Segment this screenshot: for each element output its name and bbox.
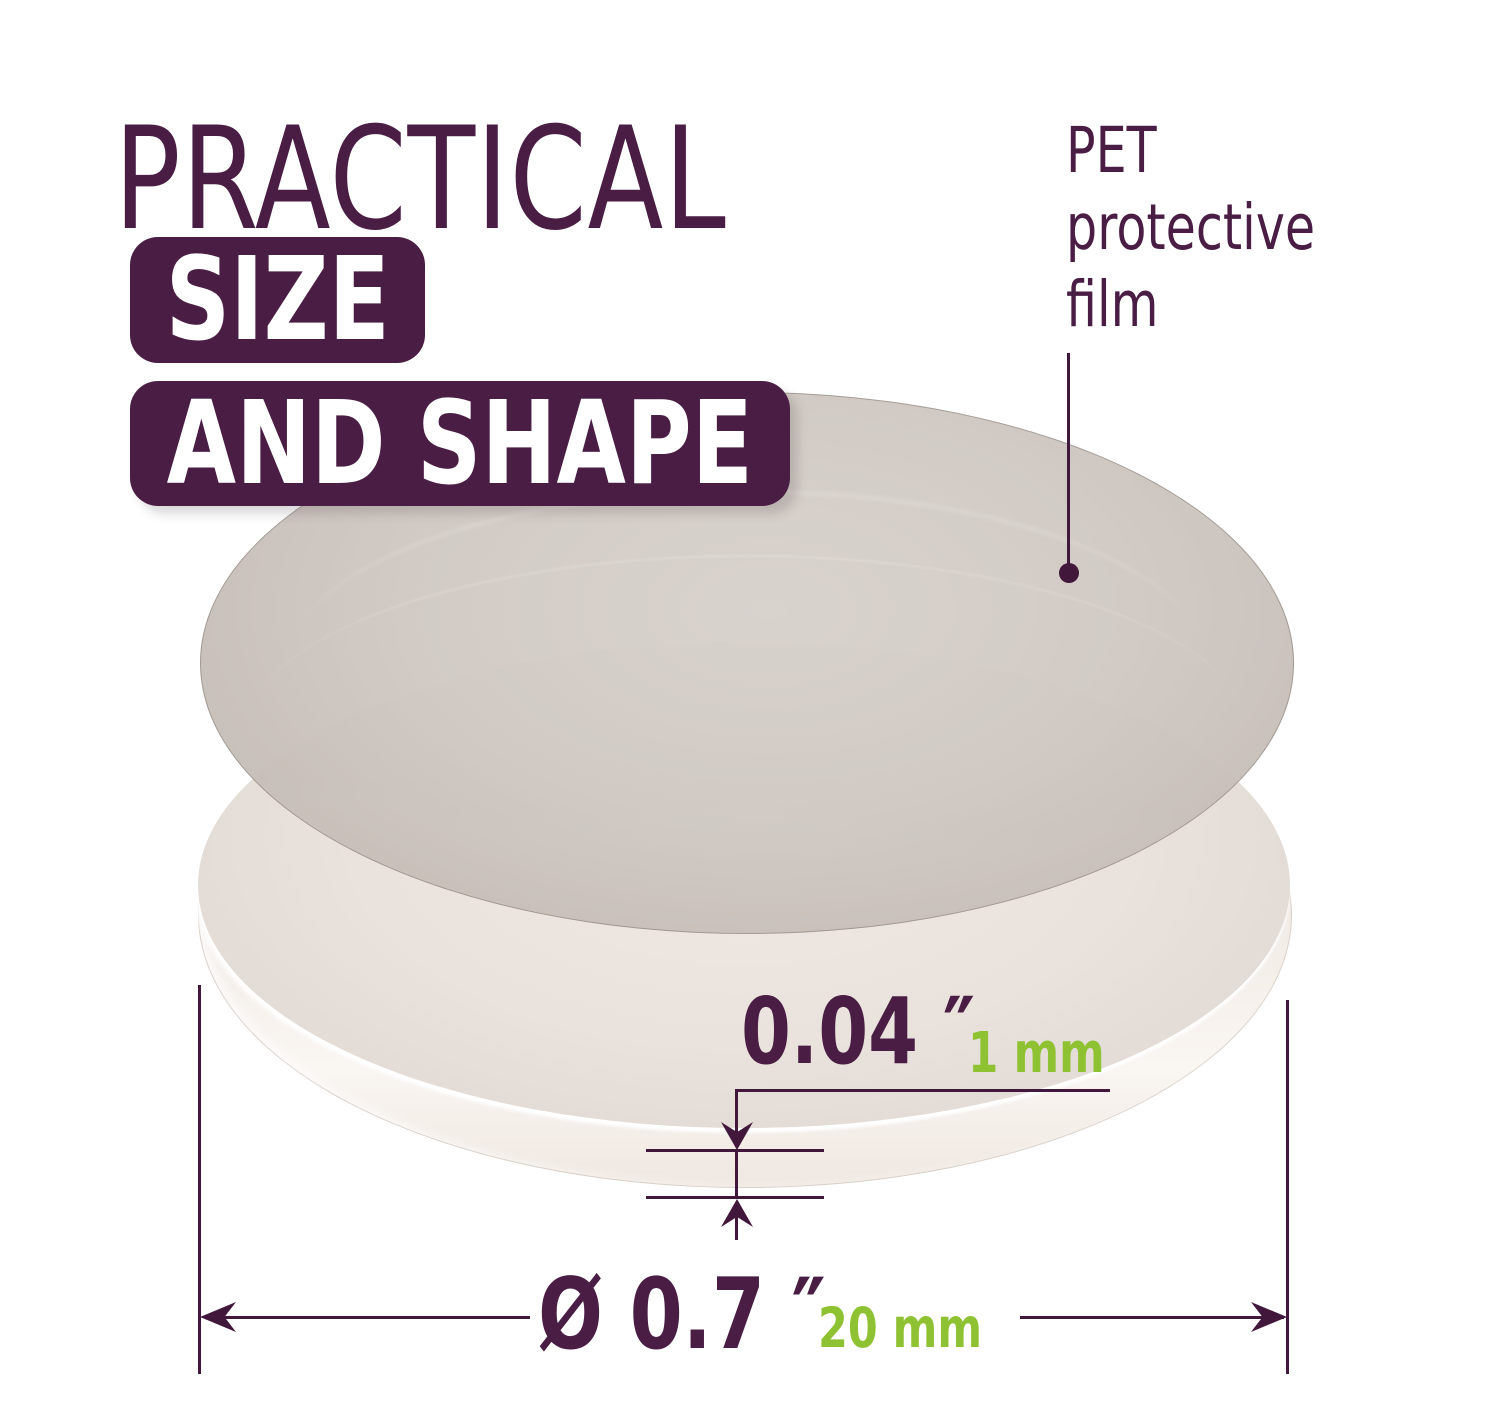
size-badge: SIZE: [130, 233, 425, 367]
diameter-ext-line-right: [1286, 1000, 1289, 1374]
film-reflection-ring: [244, 555, 1250, 913]
callout-leader-line: [1067, 353, 1070, 573]
pet-callout-line1: PET: [1066, 114, 1157, 187]
page-title-text: PRACTICAL: [114, 97, 727, 262]
size-badge-label: SIZE: [165, 233, 390, 367]
diameter-imperial-label: Ø 0.7 ″: [538, 1258, 826, 1372]
diameter-metric-label: 20 mm: [818, 1296, 983, 1360]
diameter-line-right: [1020, 1316, 1284, 1319]
thickness-drop-line: [735, 1089, 738, 1147]
diameter-ext-line-left: [198, 985, 201, 1374]
thickness-arrow-tail: [735, 1213, 738, 1240]
shape-badge: AND SHAPE: [130, 377, 790, 511]
pet-callout-line2: protective: [1066, 191, 1316, 264]
thickness-metric-label: 1 mm: [968, 1021, 1105, 1086]
pet-film-callout: PET protective film: [1066, 112, 1385, 343]
shape-badge-label: AND SHAPE: [166, 376, 754, 511]
page-title: PRACTICAL: [114, 109, 899, 251]
diameter-line-left: [206, 1316, 530, 1319]
thickness-bottom-edge-line: [646, 1196, 824, 1199]
thickness-imperial-label: 0.04 ″: [741, 978, 976, 1085]
callout-leader-dot: [1059, 563, 1079, 583]
thickness-ref-line: [735, 1089, 1110, 1092]
pet-callout-line3: film: [1066, 268, 1159, 341]
thickness-gap-line: [735, 1149, 738, 1196]
